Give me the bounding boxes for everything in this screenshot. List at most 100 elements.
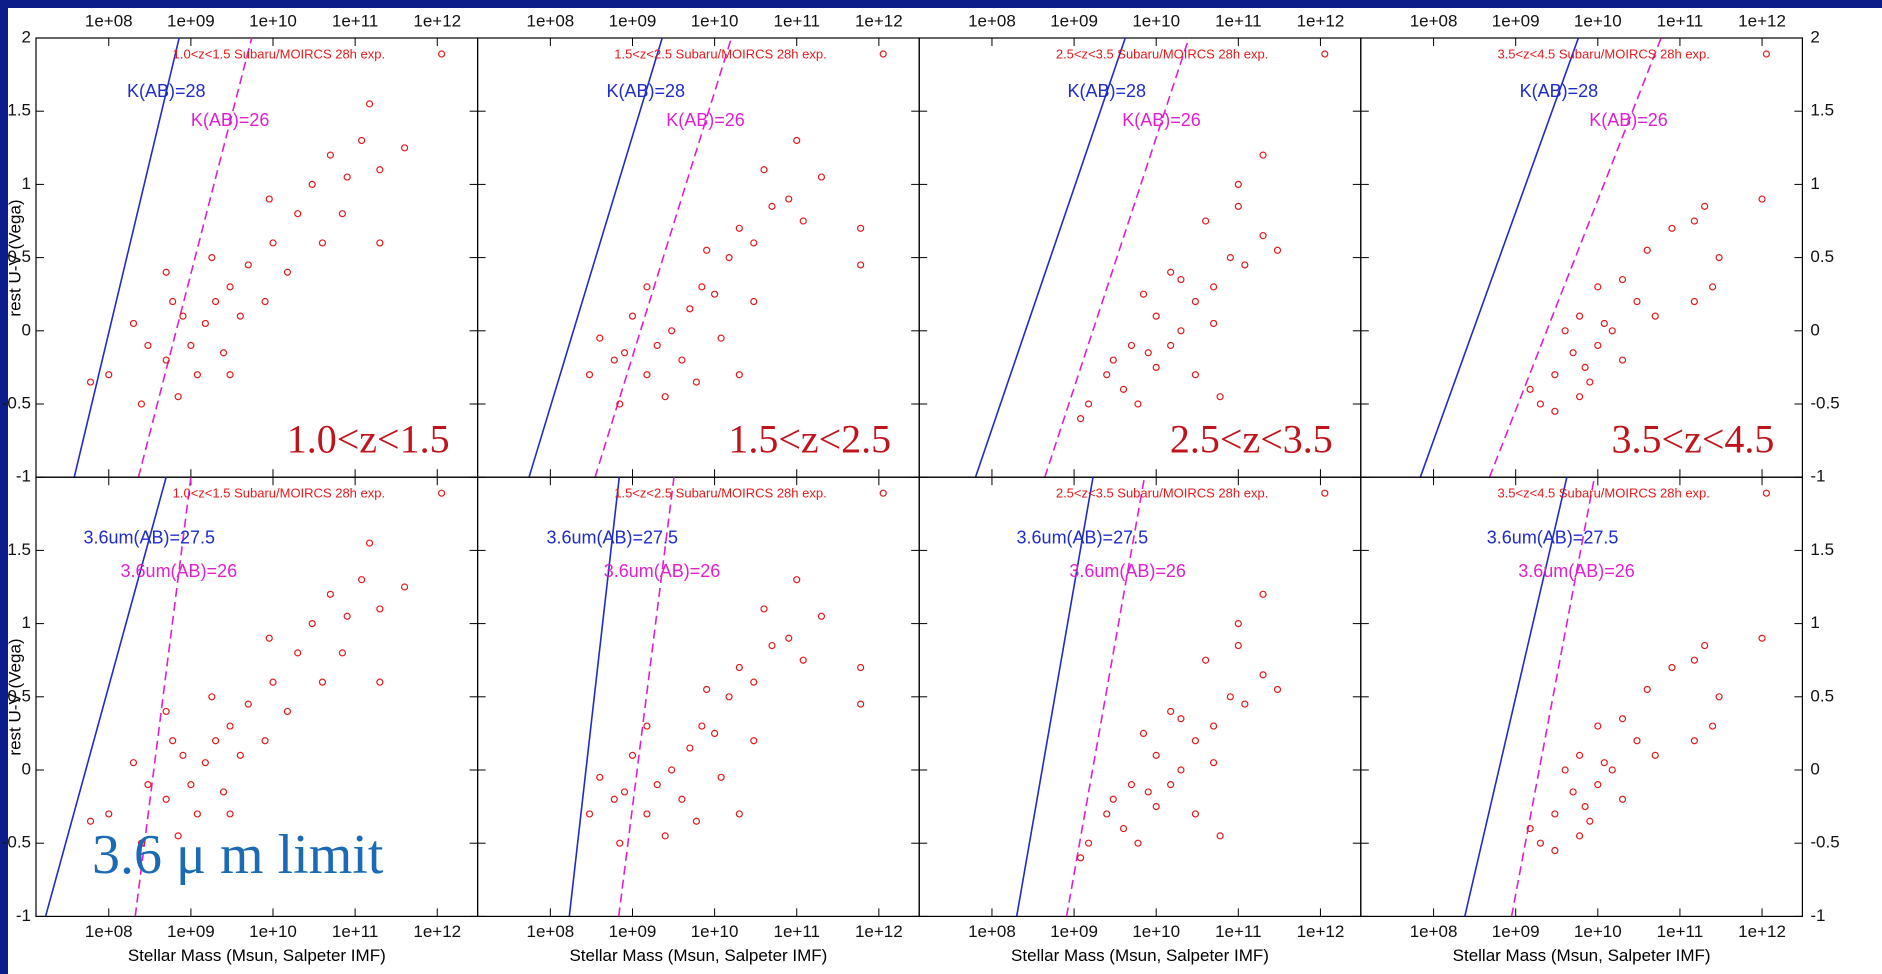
data-point bbox=[376, 166, 384, 174]
limit-label: K(AB)=26 bbox=[191, 110, 270, 130]
data-point bbox=[308, 619, 316, 628]
data-point bbox=[1526, 824, 1534, 833]
data-point bbox=[686, 305, 694, 313]
data-point bbox=[1618, 275, 1627, 284]
data-point bbox=[643, 283, 651, 291]
data-point bbox=[137, 400, 146, 408]
data-point bbox=[857, 700, 865, 708]
data-point bbox=[668, 327, 676, 335]
data-point bbox=[1690, 737, 1698, 745]
data-point bbox=[1191, 297, 1199, 306]
data-point bbox=[661, 393, 669, 401]
data-point bbox=[1139, 290, 1148, 298]
data-point bbox=[1127, 341, 1136, 350]
data-point bbox=[1259, 671, 1267, 679]
panel-content bbox=[974, 38, 1282, 478]
legend-marker bbox=[879, 50, 887, 58]
panel-content bbox=[44, 477, 409, 917]
panel-content bbox=[1015, 477, 1282, 917]
redshift-label: 3.5<z<4.5 bbox=[1612, 416, 1775, 461]
data-point bbox=[1701, 641, 1709, 650]
data-point bbox=[105, 371, 113, 379]
data-point bbox=[585, 371, 594, 379]
data-point bbox=[1633, 297, 1641, 306]
data-point bbox=[799, 217, 807, 225]
limit-line bbox=[1044, 38, 1190, 478]
data-point bbox=[1259, 590, 1267, 598]
data-point bbox=[162, 707, 170, 716]
data-point bbox=[799, 656, 807, 664]
data-point bbox=[1575, 832, 1584, 840]
data-point bbox=[1134, 400, 1142, 408]
x-tick-label: 1e+08 bbox=[1410, 922, 1458, 941]
y-axis-label: rest U-V (Vega) bbox=[5, 638, 24, 755]
annotation: 3.6 μ m limit bbox=[92, 824, 384, 886]
data-point bbox=[1594, 341, 1602, 350]
y-tick-label: 1.5 bbox=[7, 101, 31, 120]
y-tick-label: -1 bbox=[1810, 906, 1825, 925]
data-point bbox=[283, 268, 292, 276]
x-tick-label: 1e+10 bbox=[249, 922, 297, 941]
limit-line bbox=[594, 38, 733, 478]
data-point bbox=[1551, 810, 1559, 818]
data-point bbox=[1177, 715, 1185, 723]
data-point bbox=[1119, 385, 1128, 393]
y-tick-label: 0.5 bbox=[7, 686, 31, 705]
limit-line bbox=[1065, 477, 1146, 917]
x-tick-label: 1e+08 bbox=[526, 922, 574, 941]
data-point bbox=[162, 795, 170, 803]
data-point bbox=[219, 788, 228, 796]
data-point bbox=[1259, 151, 1267, 159]
x-tick-label: 1e+09 bbox=[167, 922, 215, 941]
data-point bbox=[698, 283, 706, 291]
data-point bbox=[1202, 656, 1210, 664]
data-point bbox=[725, 693, 733, 701]
limit-label: 3.6um(AB)=27.5 bbox=[546, 527, 678, 547]
data-point bbox=[1758, 195, 1766, 203]
data-point bbox=[653, 341, 661, 350]
data-point bbox=[1210, 722, 1218, 730]
data-point bbox=[86, 817, 95, 825]
data-point bbox=[343, 612, 351, 620]
data-point bbox=[226, 283, 234, 291]
x-tick-label: 1e+11 bbox=[1215, 11, 1261, 30]
x-tick-label: 1e+12 bbox=[1297, 922, 1345, 941]
data-point bbox=[208, 693, 216, 701]
data-point bbox=[1536, 400, 1545, 408]
data-point bbox=[1668, 663, 1676, 672]
data-point bbox=[193, 371, 201, 379]
data-point bbox=[105, 810, 113, 818]
data-point bbox=[1709, 283, 1717, 291]
data-point bbox=[1594, 722, 1602, 730]
x-tick-label: 1e+11 bbox=[1215, 922, 1261, 941]
data-point bbox=[750, 297, 758, 306]
limit-line bbox=[73, 38, 180, 478]
data-point bbox=[1202, 217, 1210, 225]
data-point bbox=[1581, 363, 1589, 371]
x-tick-label: 1e+10 bbox=[249, 11, 297, 30]
data-point bbox=[343, 173, 351, 181]
data-point bbox=[1177, 327, 1185, 335]
data-point bbox=[1690, 656, 1698, 664]
data-point bbox=[735, 810, 743, 818]
data-point bbox=[174, 832, 182, 840]
x-tick-label: 1e+11 bbox=[1657, 922, 1703, 941]
limit-line bbox=[1015, 477, 1094, 917]
data-point bbox=[596, 773, 604, 781]
data-point bbox=[358, 576, 366, 584]
panel-title: 3.5<z<4.5 Subaru/MOIRCS 28h exp. bbox=[1497, 486, 1709, 501]
data-point bbox=[169, 737, 177, 745]
data-point bbox=[1651, 312, 1659, 320]
data-point bbox=[1551, 846, 1559, 855]
data-point bbox=[261, 737, 269, 745]
data-point bbox=[179, 312, 187, 320]
panel-content bbox=[1464, 477, 1766, 917]
x-tick-label: 1e+08 bbox=[968, 11, 1016, 30]
data-point bbox=[1259, 232, 1267, 240]
data-point bbox=[750, 678, 758, 686]
data-point bbox=[1608, 327, 1616, 335]
data-point bbox=[1084, 839, 1093, 847]
x-tick-label: 1e+08 bbox=[85, 11, 133, 30]
x-tick-label: 1e+09 bbox=[1050, 11, 1098, 30]
limit-label: 3.6um(AB)=27.5 bbox=[83, 527, 215, 547]
